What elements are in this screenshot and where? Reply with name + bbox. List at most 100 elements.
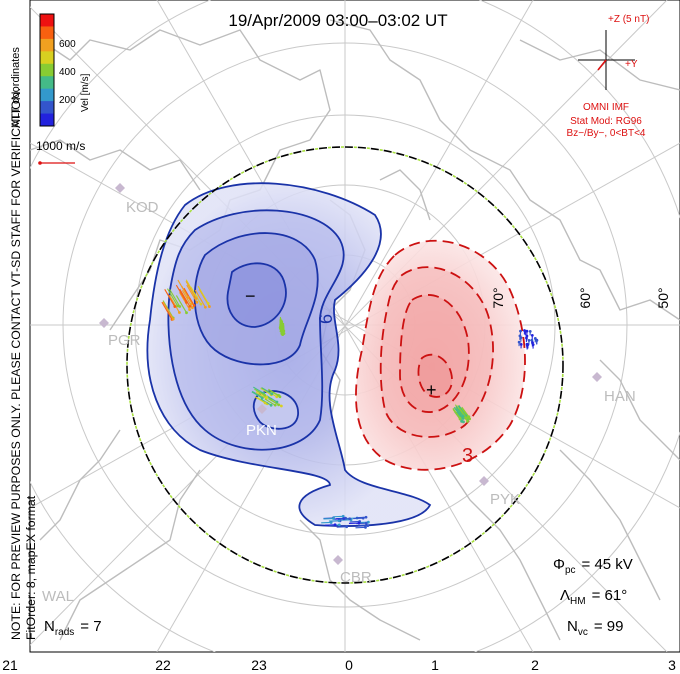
velocity-vector (161, 301, 173, 320)
velocity-vector (266, 395, 278, 403)
mlt-tick-0: 0 (345, 657, 353, 673)
colorbar-swatch (40, 76, 54, 90)
stats-panel: Φpc = 45 kV ΛHM = 61° Nvc = 99 Nrads = 7 (44, 556, 633, 638)
station-cbr: CBR (333, 555, 372, 586)
velocity-colorbar: 600 400 200 Vel [m/s] (39, 13, 91, 127)
velocity-vector-origin (265, 395, 269, 399)
station-pyk: PYK (479, 476, 520, 508)
station-pkn: PKN (246, 404, 277, 439)
velocity-vector (461, 407, 470, 418)
velocity-vector (164, 289, 176, 307)
colorbar-tick-400: 400 (59, 67, 76, 78)
velocity-vector (162, 300, 174, 319)
imf-stat-mod: Stat Mod: RG96 (570, 116, 642, 127)
neg-contour-label: 6 (316, 314, 336, 324)
velocity-vector-origin (185, 311, 188, 315)
velocity-vector (254, 396, 266, 404)
velocity-vector-origin (263, 393, 267, 397)
velocity-vector (197, 285, 209, 304)
velocity-vector-origin (530, 334, 534, 337)
velocity-vector-origin (178, 311, 181, 314)
velocity-vector-origin (277, 393, 281, 397)
velocity-vector-origin (461, 417, 465, 420)
colorbar-swatch (40, 63, 54, 77)
station-kod: KOD (115, 183, 159, 216)
velocity-vector (185, 280, 197, 299)
velocity-vector-origin (332, 517, 335, 520)
velocity-vector-origin (329, 521, 333, 524)
velocity-vector (458, 405, 467, 417)
station-label-han: HAN (604, 388, 636, 405)
velocity-vector-origin (467, 415, 471, 419)
colorbar-tick-200: 200 (59, 95, 76, 106)
colorbar-swatch (40, 88, 54, 102)
velocity-vector-origin (528, 329, 532, 333)
velocity-vector (255, 391, 267, 399)
mlt-tick-23: 23 (251, 657, 267, 673)
vector-scale: 1000 m/s (36, 139, 85, 165)
colorbar-swatches (40, 14, 54, 127)
velocity-vector-origin (518, 334, 522, 338)
station-label-pkn: PKN (246, 422, 277, 439)
mlt-tick-2: 2 (531, 657, 539, 673)
velocity-vector (166, 288, 179, 307)
mlt-tick-1: 1 (431, 657, 439, 673)
velocity-vector-origin (535, 339, 539, 342)
velocity-vector-origin (531, 341, 534, 344)
velocity-vector (261, 387, 273, 395)
velocity-vector-origin (195, 300, 199, 304)
mlt-tick-3: 3 (668, 657, 676, 673)
velocity-vector (260, 388, 272, 396)
velocity-vector-origin (364, 521, 368, 525)
velocity-vector-origin (366, 524, 370, 528)
colorbar-swatch (40, 51, 54, 65)
velocity-vector-origin (208, 305, 211, 308)
velocity-vector (190, 286, 202, 305)
stat-lambda-hm: ΛHM = 61° (560, 587, 627, 607)
velocity-vector-origin (191, 306, 194, 310)
positive-cell: + 3 (355, 239, 526, 471)
velocity-vector-origin (275, 400, 279, 404)
neg-contour-5 (252, 390, 299, 430)
colorbar-swatch (40, 26, 54, 40)
velocity-vector (268, 398, 279, 406)
velocity-vector (162, 301, 174, 320)
velocity-vector (455, 405, 464, 417)
mlt-axis: 21 22 23 0 1 2 3 (2, 657, 676, 673)
velocity-vector (181, 290, 193, 308)
mlt-tick-21: 21 (2, 657, 18, 673)
velocity-vector-origin (345, 525, 349, 529)
velocity-vector-origin (523, 329, 526, 332)
velocity-vectors (161, 279, 539, 529)
velocity-vector (179, 292, 191, 310)
velocity-vector (254, 388, 266, 396)
velocity-vector-origin (203, 305, 207, 309)
velocity-vector-origin (186, 295, 190, 299)
preview-note: NOTE: FOR PREVIEW PURPOSES ONLY. PLEASE … (9, 88, 23, 640)
velocity-vector-origin (171, 317, 175, 321)
fitorder-note: FitOrder: 8, mapEX format (24, 495, 38, 640)
map-title: 19/Apr/2009 03:00–03:02 UT (228, 11, 447, 30)
velocity-vector (268, 388, 279, 396)
velocity-vector (168, 294, 180, 313)
station-pgr: PGR (99, 318, 141, 349)
velocity-vector-origin (366, 520, 370, 524)
vector-scale-label: 1000 m/s (36, 139, 85, 153)
imf-vector (597, 59, 607, 71)
station-label-pyk: PYK (490, 491, 520, 508)
colorbar-swatch (40, 14, 54, 27)
potential-max-mark: + (426, 380, 437, 400)
velocity-vector-origin (188, 308, 192, 311)
continents (30, 19, 680, 641)
imf-plus-y-label: +Y (625, 59, 638, 70)
neg-contour-4 (226, 262, 287, 328)
velocity-vector (452, 407, 461, 419)
velocity-vector-origin (525, 329, 529, 333)
velocity-vector (452, 408, 461, 420)
stat-n-rads: Nrads = 7 (44, 618, 102, 638)
velocity-vector-origin (206, 302, 210, 305)
station-label-pgr: PGR (108, 332, 141, 349)
station-label-wal: WAL (42, 588, 74, 605)
lat-label-70: 70° (490, 287, 506, 308)
